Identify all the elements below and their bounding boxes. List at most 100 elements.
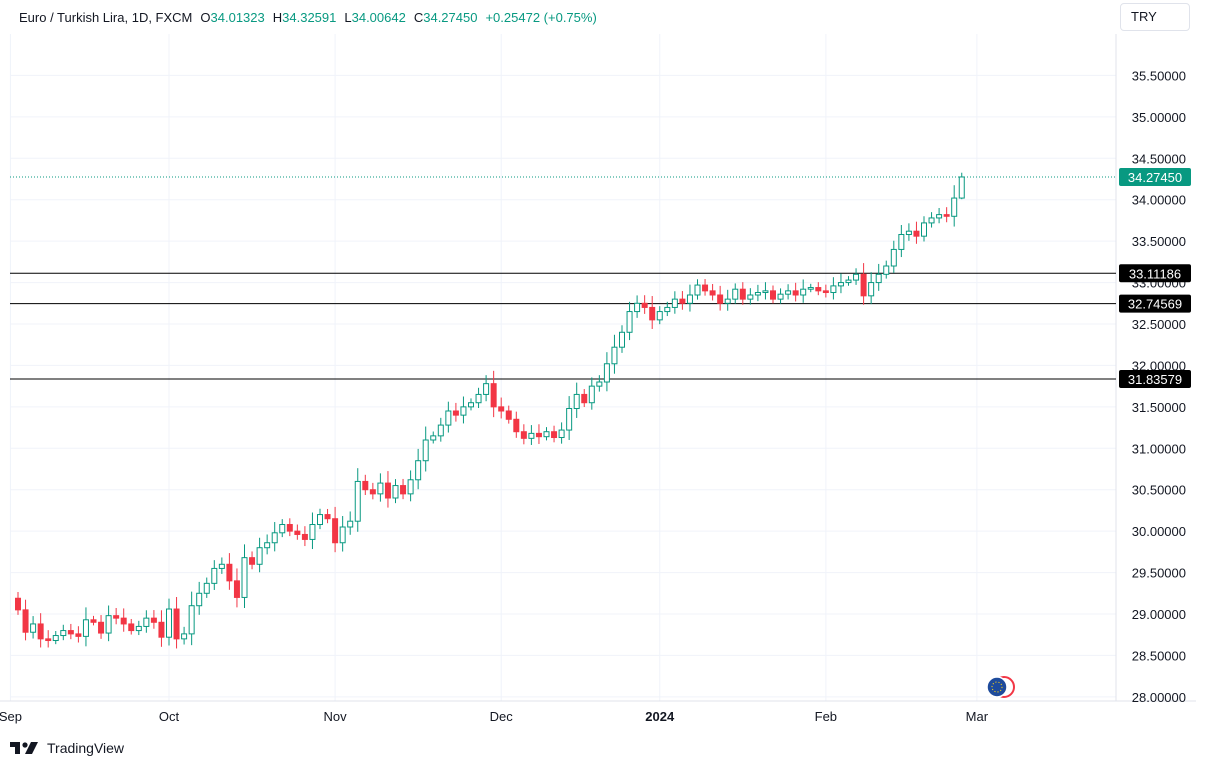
candle-up — [785, 290, 792, 295]
candle-up — [837, 282, 844, 287]
x-tick-label: Nov — [324, 709, 348, 724]
x-tick-label: Dec — [490, 709, 514, 724]
candle-down — [822, 290, 829, 294]
chart-legend: Euro / Turkish Lira, 1D, FXCM O 34.01323 … — [19, 10, 605, 25]
candle-down — [362, 480, 369, 491]
candle-down — [173, 608, 180, 640]
candle-down — [128, 623, 135, 632]
currency-button[interactable]: TRY — [1120, 3, 1190, 31]
candle-up — [317, 514, 323, 526]
y-tick-label: 32.50000 — [1132, 317, 1186, 332]
candle-up — [309, 524, 316, 540]
candle-down — [581, 393, 588, 404]
candle-up — [603, 363, 610, 383]
candle-up — [868, 282, 875, 297]
level-tag — [1119, 294, 1191, 313]
candle-up — [619, 331, 625, 348]
close-label: C — [413, 10, 424, 25]
candle-up — [754, 292, 761, 296]
candle-up — [807, 287, 814, 290]
candle-up — [898, 234, 905, 250]
candle-up — [724, 298, 731, 304]
candle-up — [671, 298, 678, 308]
candle-up — [218, 563, 225, 569]
candle-up — [188, 605, 195, 635]
candle-up — [875, 273, 882, 284]
candle-down — [641, 302, 648, 308]
candle-down — [120, 617, 127, 625]
grid — [9, 34, 1116, 701]
y-tick-label: 31.50000 — [1132, 400, 1186, 415]
candle-down — [226, 563, 233, 582]
candle-up — [430, 435, 437, 441]
candle-down — [860, 273, 867, 297]
open-label: O — [200, 10, 211, 25]
candle-up — [853, 273, 860, 281]
candle-up — [573, 393, 580, 410]
candle-down — [301, 533, 308, 540]
y-tick-label: 30.00000 — [1132, 524, 1186, 539]
close-value: 34.27450 — [423, 10, 478, 25]
candle-down — [90, 619, 97, 623]
candle-up — [905, 230, 912, 236]
candle-up — [437, 424, 444, 437]
y-tick-label: 30.50000 — [1132, 483, 1186, 498]
last-price-label: 34.27450 — [1128, 170, 1182, 185]
y-tick-label: 34.00000 — [1132, 193, 1186, 208]
high-label: H — [272, 10, 283, 25]
horizontal-levels[interactable] — [10, 176, 1116, 380]
candle-down — [384, 482, 391, 499]
candle-up — [762, 290, 769, 294]
candle-up — [377, 482, 384, 495]
candle-down — [513, 418, 520, 433]
candle-up — [392, 485, 399, 499]
candle-down — [37, 623, 44, 640]
candle-down — [150, 617, 157, 623]
tradingview-brand[interactable]: TradingView — [10, 740, 124, 756]
candle-down — [717, 294, 724, 304]
candle-down — [709, 290, 716, 296]
candle-up — [105, 615, 112, 634]
high-value: 34.32591 — [282, 10, 337, 25]
candle-up — [694, 284, 701, 296]
change-value: +0.25472 (+0.75%) — [485, 10, 597, 25]
candle-down — [792, 290, 799, 296]
x-tick-label: Feb — [815, 709, 837, 724]
eu-flag-icon[interactable] — [986, 676, 1015, 698]
level-tag-label: 33.11186 — [1129, 266, 1181, 281]
y-tick-label: 31.00000 — [1132, 441, 1186, 456]
candle-up — [203, 582, 210, 594]
level-tag — [1119, 264, 1191, 283]
candle-up — [664, 306, 671, 313]
y-tick-label: 35.50000 — [1132, 68, 1186, 83]
y-tick-label: 35.00000 — [1132, 110, 1186, 125]
candle-down — [739, 288, 746, 300]
candle-down — [770, 290, 776, 300]
candle-up — [936, 214, 943, 219]
candle-down — [113, 615, 120, 619]
price-axis[interactable]: 35.50000 35.00000 34.50000 34.00000 33.50000… — [1132, 68, 1186, 704]
last-price-tag — [1119, 167, 1191, 186]
candle-up — [241, 557, 248, 598]
candle-up — [256, 547, 263, 565]
candle-up — [82, 619, 89, 637]
candle-up — [558, 429, 565, 439]
x-tick-label: Oct — [159, 709, 180, 724]
time-axis[interactable]: Sep Oct Nov Dec 2024 Feb Mar — [0, 709, 989, 724]
candle-down — [332, 518, 339, 544]
candle-up — [166, 608, 172, 638]
price-tags: 33.11186 32.74569 31.83579 34.27450 — [1119, 167, 1191, 389]
candle-down — [294, 530, 301, 535]
candle-up — [339, 526, 346, 544]
candle-down — [400, 485, 407, 495]
candle-up — [445, 410, 452, 426]
x-tick-label: Sep — [0, 709, 22, 724]
candle-up — [60, 630, 67, 637]
symbol-name: Euro / Turkish Lira, 1D, FXCM — [19, 10, 193, 25]
candle-up — [543, 431, 550, 438]
candle-up — [271, 532, 278, 544]
low-label: L — [344, 10, 352, 25]
candle-up — [830, 285, 837, 294]
candle-down — [233, 580, 240, 598]
